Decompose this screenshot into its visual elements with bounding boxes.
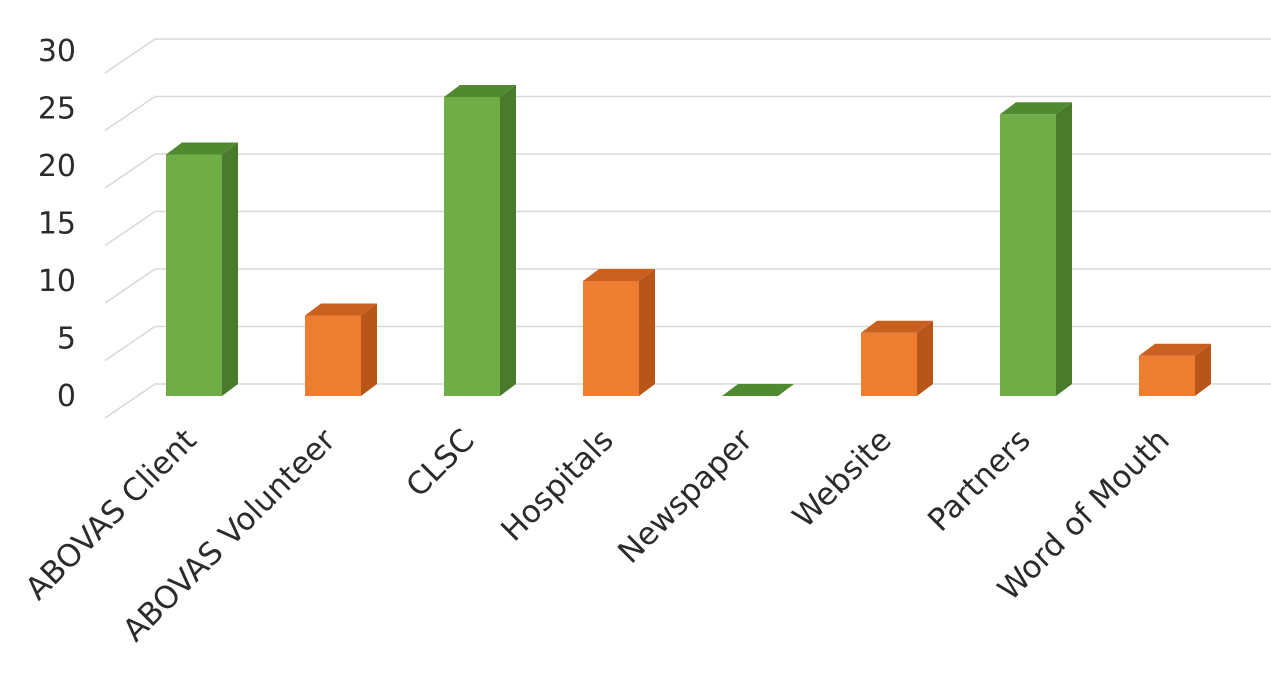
bar-front-face bbox=[1139, 355, 1195, 396]
gridlines bbox=[104, 38, 1271, 419]
bar-hospitals bbox=[583, 269, 655, 396]
gridline-20 bbox=[104, 153, 1271, 189]
y-axis-tick-labels: 0 5 10 15 20 25 30 bbox=[38, 34, 76, 414]
bar-front-face bbox=[166, 154, 222, 396]
bar-side-face bbox=[1056, 102, 1072, 396]
bar-side-face bbox=[917, 320, 933, 396]
y-tick-label: 15 bbox=[38, 207, 76, 242]
bar-newspaper bbox=[722, 384, 794, 396]
bar-side-face bbox=[222, 142, 238, 396]
bar-top-face bbox=[166, 142, 238, 155]
x-category-label: Website bbox=[786, 422, 899, 535]
bar-top-face bbox=[722, 384, 794, 396]
bar-front-face bbox=[1000, 114, 1056, 396]
bar-top-face bbox=[444, 85, 516, 97]
x-category-label: CLSC bbox=[399, 422, 481, 504]
x-category-label: Partners bbox=[921, 422, 1038, 539]
bar-side-face bbox=[639, 269, 655, 396]
bar-clsc bbox=[444, 85, 516, 396]
gridline-15 bbox=[104, 210, 1271, 247]
bar-front-face bbox=[305, 315, 361, 396]
x-category-label: Hospitals bbox=[494, 422, 620, 548]
y-tick-label: 20 bbox=[38, 149, 76, 184]
y-tick-label: 5 bbox=[57, 322, 76, 357]
bar-side-face bbox=[361, 303, 377, 396]
bar-top-face bbox=[305, 303, 377, 316]
gridline-25 bbox=[104, 95, 1271, 132]
bar-top-face bbox=[1139, 343, 1211, 356]
bar-top-face bbox=[583, 269, 655, 281]
gridline-5 bbox=[104, 325, 1271, 362]
y-tick-label: 10 bbox=[38, 264, 76, 299]
y-tick-label: 30 bbox=[38, 34, 76, 69]
bar-side-face bbox=[500, 85, 516, 396]
gridline-30 bbox=[104, 38, 1271, 74]
bars bbox=[166, 85, 1211, 396]
gridline-0 bbox=[104, 383, 1271, 419]
bar-top-face bbox=[1000, 102, 1072, 115]
gridline-10 bbox=[104, 268, 1271, 304]
bar-abovas-client bbox=[166, 142, 238, 396]
x-category-label: Newspaper bbox=[611, 422, 760, 571]
bar-partners bbox=[1000, 102, 1072, 396]
bar-front-face bbox=[583, 281, 639, 396]
bar-website bbox=[861, 320, 933, 396]
bar-front-face bbox=[861, 332, 917, 396]
bar-word-of-mouth bbox=[1139, 343, 1211, 396]
bar-front-face bbox=[444, 97, 500, 396]
y-tick-label: 25 bbox=[38, 92, 76, 127]
bar-abovas-volunteer bbox=[305, 303, 377, 396]
bar-top-face bbox=[861, 320, 933, 333]
y-tick-label: 0 bbox=[57, 379, 76, 414]
bar-side-face bbox=[1195, 343, 1211, 396]
